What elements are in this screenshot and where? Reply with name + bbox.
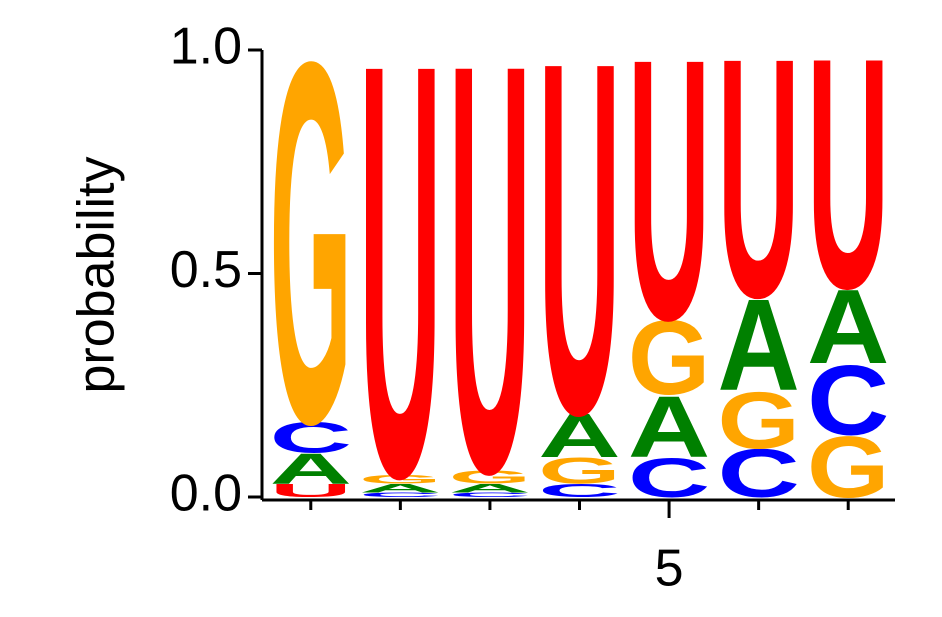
letter: U: [449, 0, 531, 595]
letter: C: [359, 491, 441, 498]
letter: C: [449, 491, 531, 498]
letter: G: [449, 467, 531, 488]
letter: A: [807, 269, 889, 386]
y-tick-label: 0.5: [170, 241, 242, 299]
letter: U: [628, 0, 710, 398]
y-tick-label: 0.0: [170, 465, 242, 523]
y-axis-label: probability: [68, 156, 126, 393]
letter: U: [270, 480, 352, 501]
letter: C: [628, 447, 710, 509]
letter: A: [449, 482, 531, 496]
letter: A: [717, 272, 799, 418]
letter: G: [538, 450, 620, 492]
letter: A: [270, 445, 352, 493]
letter: G: [717, 375, 799, 465]
letter: A: [628, 379, 710, 476]
letter: A: [359, 482, 441, 496]
x-tick-label: 5: [655, 540, 684, 598]
letter: G: [628, 299, 710, 417]
letter: C: [270, 414, 352, 462]
letter: G: [270, 0, 352, 530]
letter: G: [807, 418, 889, 516]
letter: U: [359, 0, 441, 601]
letter: A: [538, 401, 620, 470]
letter: U: [717, 0, 799, 368]
letter: G: [359, 472, 441, 486]
letter: U: [538, 0, 620, 520]
letter: C: [538, 480, 620, 501]
letter: C: [717, 435, 799, 511]
letter: U: [807, 0, 889, 358]
y-tick-label: 1.0: [170, 18, 242, 76]
letter: C: [807, 344, 889, 455]
